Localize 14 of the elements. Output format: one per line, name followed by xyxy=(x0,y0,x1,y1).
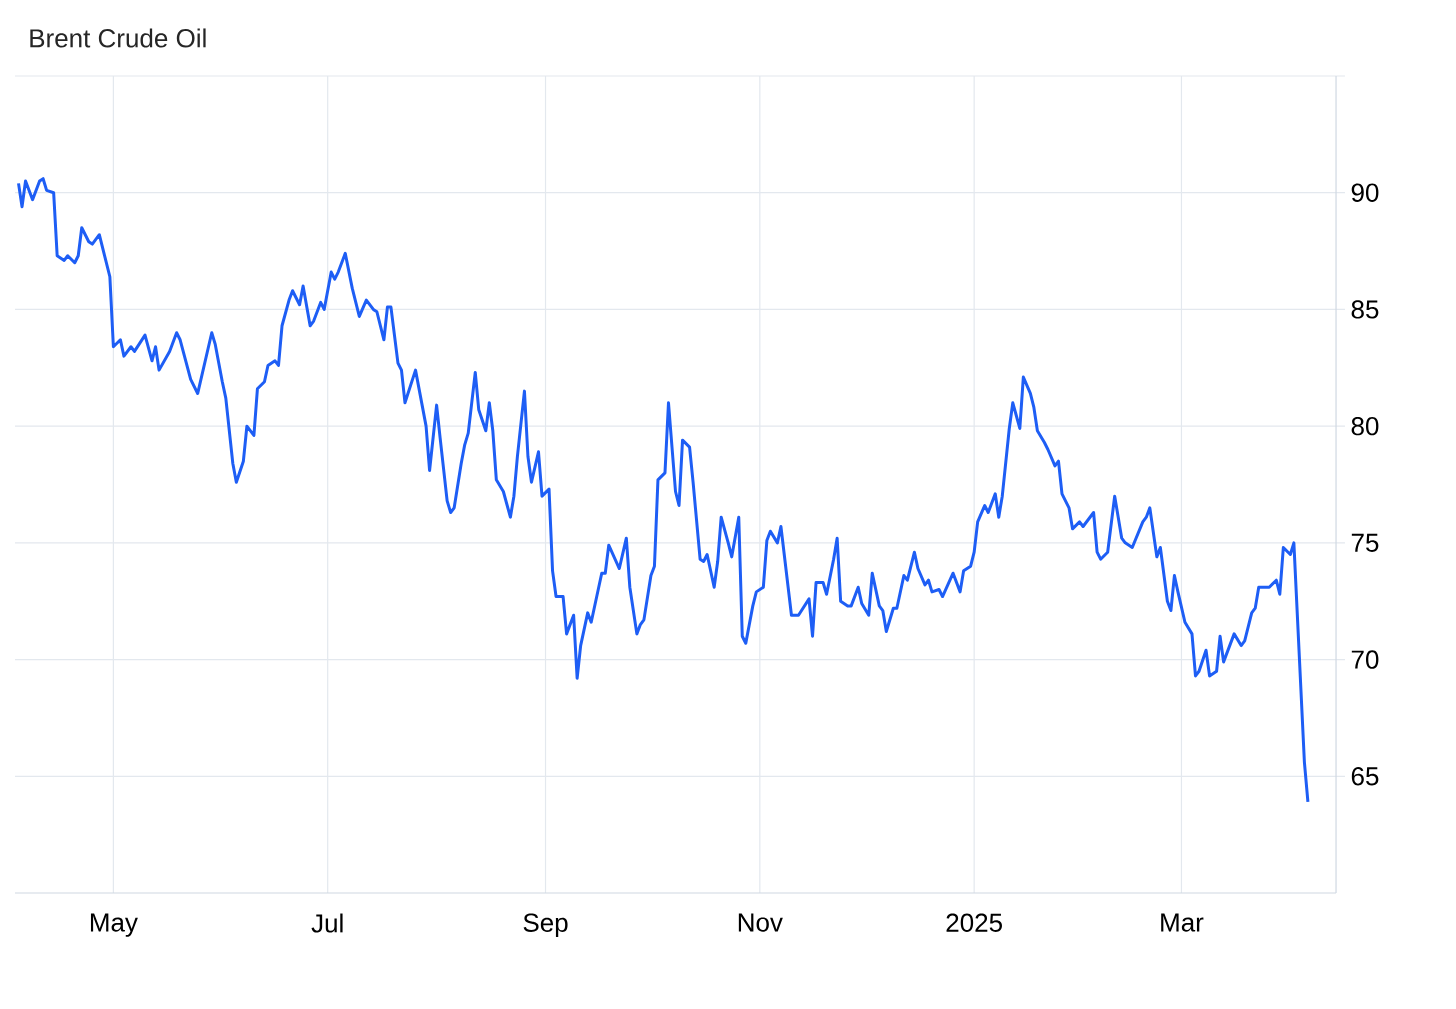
y-tick-label: 90 xyxy=(1351,183,1379,202)
y-tick-label: 65 xyxy=(1351,767,1379,786)
x-tick-label: May xyxy=(90,913,138,937)
line-series xyxy=(17,177,1310,804)
y-tick-label: 85 xyxy=(1351,300,1379,319)
x-tick-label: Jul xyxy=(311,913,343,933)
x-tick-label: 2025 xyxy=(946,913,1002,932)
y-tick-label: 70 xyxy=(1351,650,1379,669)
x-tick-label: Mar xyxy=(1161,913,1204,932)
y-tick-label: 75 xyxy=(1351,533,1379,552)
y-tick-label: 80 xyxy=(1351,416,1379,436)
x-tick-label: Nov xyxy=(738,913,783,932)
x-tick-label: Sep xyxy=(523,913,568,938)
chart-title: Brent Crude Oil xyxy=(30,28,206,48)
